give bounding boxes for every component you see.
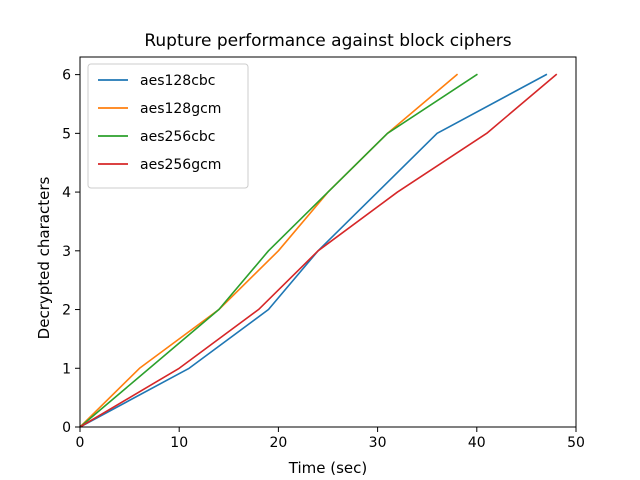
x-tick-label: 10 bbox=[170, 435, 188, 451]
y-tick-label: 5 bbox=[62, 126, 71, 142]
chart-title: Rupture performance against block cipher… bbox=[144, 31, 511, 51]
legend-label-aes256gcm: aes256gcm bbox=[140, 157, 221, 173]
legend-box bbox=[87, 63, 249, 189]
plot-area bbox=[78, 56, 577, 429]
x-tick-label: 40 bbox=[468, 435, 486, 451]
legend: aes128cbc aes128gcm aes256cbc aes256gcm bbox=[87, 63, 249, 189]
x-axis-label: Time (sec) bbox=[288, 459, 367, 477]
series-line-aes256gcm bbox=[78, 73, 558, 429]
x-tick-label: 30 bbox=[369, 435, 387, 451]
x-tick-label: 0 bbox=[76, 435, 85, 451]
y-tick-label: 3 bbox=[62, 244, 71, 260]
y-axis: 0 1 2 3 4 5 6 bbox=[62, 68, 80, 436]
legend-label-aes128cbc: aes128cbc bbox=[140, 73, 216, 89]
y-tick-label: 2 bbox=[62, 303, 71, 319]
y-tick-label: 0 bbox=[62, 420, 71, 436]
x-tick-label: 20 bbox=[269, 435, 287, 451]
axes-frame bbox=[79, 56, 577, 428]
y-tick-label: 4 bbox=[62, 185, 71, 201]
x-tick-label: 50 bbox=[567, 435, 585, 451]
legend-label-aes128gcm: aes128gcm bbox=[140, 101, 221, 117]
y-tick-label: 1 bbox=[62, 361, 71, 377]
x-axis: 0 10 20 30 40 50 bbox=[76, 427, 585, 451]
y-tick-label: 6 bbox=[62, 68, 71, 84]
y-axis-label: Decrypted characters bbox=[35, 177, 53, 340]
series-line-aes256cbc bbox=[78, 73, 478, 429]
legend-label-aes256cbc: aes256cbc bbox=[140, 129, 216, 145]
